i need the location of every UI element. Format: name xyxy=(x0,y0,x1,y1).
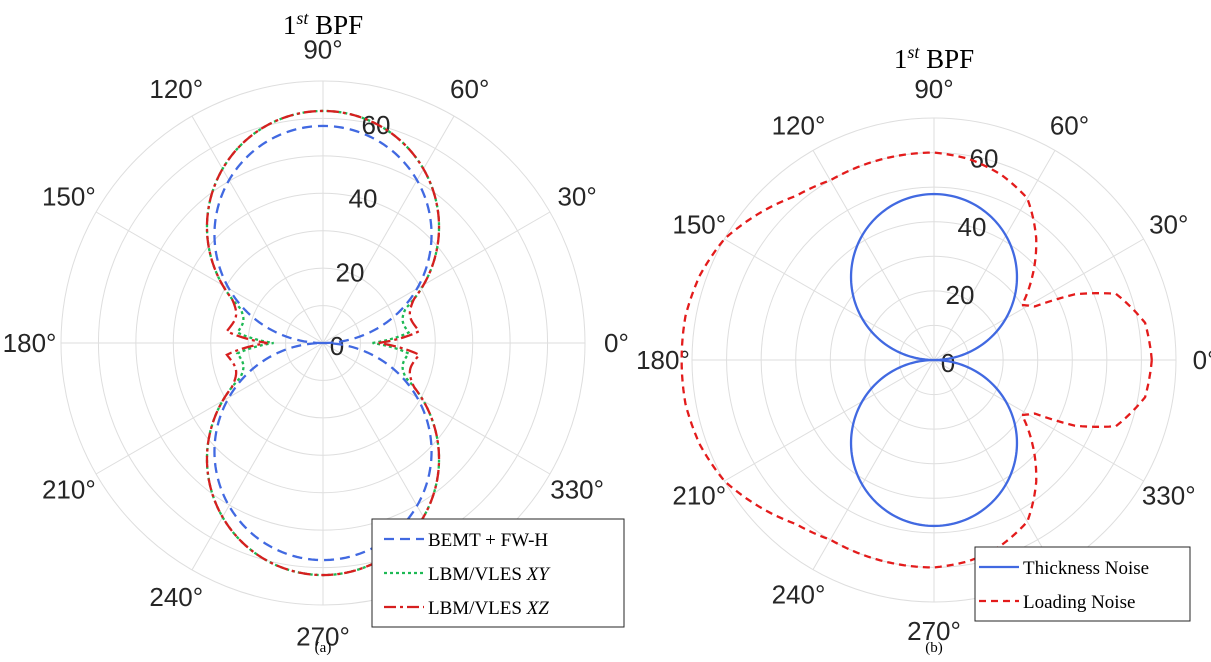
angle-tick-label: 60° xyxy=(1050,110,1089,140)
angle-tick-label: 330° xyxy=(1142,481,1196,511)
angle-tick-label: 150° xyxy=(672,209,726,239)
panel-label: (b) xyxy=(925,640,943,656)
radial-tick-label: 40 xyxy=(958,212,987,242)
legend-entry-label: LBM/VLES XY xyxy=(428,564,551,585)
series-line-0 xyxy=(849,192,1019,528)
angle-tick-label: 150° xyxy=(42,181,96,211)
legend-entry-label: LBM/VLES XZ xyxy=(428,598,549,619)
series-line-1 xyxy=(680,151,1153,569)
angle-tick-label: 60° xyxy=(450,74,489,104)
grid-spoke xyxy=(933,150,1056,361)
radial-tick-label: 40 xyxy=(349,184,378,214)
angle-tick-label: 180° xyxy=(636,345,690,375)
angle-tick-label: 0° xyxy=(604,328,629,358)
chart-title: 1st BPF xyxy=(894,42,974,74)
grid-spoke xyxy=(812,150,935,361)
grid-spoke xyxy=(95,211,324,344)
series-line-0 xyxy=(213,124,433,562)
angle-tick-label: 30° xyxy=(1149,209,1188,239)
grid-spoke xyxy=(933,359,1144,482)
angle-tick-label: 210° xyxy=(672,481,726,511)
series-line-2 xyxy=(205,109,441,577)
grid-spoke xyxy=(724,359,935,482)
legend-box xyxy=(974,546,1191,622)
angle-tick-label: 30° xyxy=(557,181,596,211)
grid-spoke xyxy=(191,115,324,344)
angle-tick-label: 270° xyxy=(296,621,350,651)
legend-entry-label: Loading Noise xyxy=(1023,592,1135,613)
grid-spoke xyxy=(191,342,324,571)
panel-label: (a) xyxy=(315,640,332,656)
grid-spoke xyxy=(322,115,455,344)
grid-spoke xyxy=(95,342,324,475)
grid-spoke xyxy=(724,238,935,361)
polar-chart-b: 0°30°60°90°120°150°180°210°240°270°300°3… xyxy=(636,42,1211,656)
angle-tick-label: 180° xyxy=(3,328,57,358)
legend-entry-label: Thickness Noise xyxy=(1023,558,1149,579)
radial-tick-label: 20 xyxy=(336,257,365,287)
chart-title: 1st BPF xyxy=(283,8,363,40)
grid-spoke xyxy=(812,359,935,570)
angle-tick-label: 90° xyxy=(914,74,953,104)
legend-entry-label: BEMT + FW-H xyxy=(428,530,548,551)
polar-chart-a: 0°30°60°90°120°150°180°210°240°270°300°3… xyxy=(3,8,629,656)
radial-tick-label: 0 xyxy=(941,348,955,378)
angle-tick-label: 240° xyxy=(149,582,203,612)
angle-tick-label: 210° xyxy=(42,475,96,505)
radial-tick-label: 0 xyxy=(330,331,344,361)
angle-tick-label: 0° xyxy=(1193,345,1211,375)
angle-tick-label: 330° xyxy=(550,475,604,505)
angle-tick-label: 90° xyxy=(303,35,342,65)
angle-tick-label: 120° xyxy=(772,110,826,140)
angle-tick-label: 240° xyxy=(772,580,826,610)
radial-tick-label: 60 xyxy=(970,144,999,174)
grid-spoke xyxy=(933,359,1056,570)
angle-tick-label: 120° xyxy=(149,74,203,104)
grid-spoke xyxy=(933,238,1144,361)
angle-tick-label: 270° xyxy=(907,616,961,646)
grid-spoke xyxy=(322,211,551,344)
grid-spoke xyxy=(322,342,551,475)
radial-tick-label: 20 xyxy=(946,280,975,310)
